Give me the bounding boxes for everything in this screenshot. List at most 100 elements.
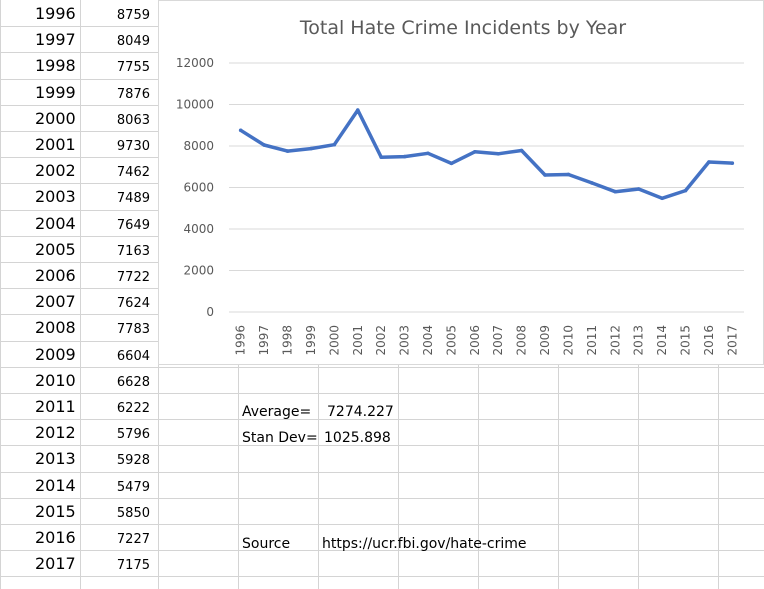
line-chart[interactable]: Total Hate Crime Incidents by Year 0 2000… [158,0,764,365]
x-tick-label: 1996 [234,325,248,356]
data-point[interactable] [566,172,571,177]
x-tick-label: 2017 [725,325,739,356]
year-cell[interactable]: 2004 [35,214,76,233]
value-cell[interactable]: 8063 [117,113,150,128]
value-cell[interactable]: 7649 [117,218,150,233]
year-cell[interactable]: 2010 [35,371,76,390]
x-tick-label: 2013 [632,325,646,356]
value-cell[interactable]: 7722 [117,270,150,285]
source-url-cell[interactable]: https://ucr.fbi.gov/hate-crime [322,536,526,552]
x-tick-label: 1998 [281,325,295,356]
value-cell[interactable]: 5796 [117,427,150,442]
data-point[interactable] [285,149,290,153]
data-point[interactable] [707,160,711,164]
data-point[interactable] [543,173,547,177]
value-cell[interactable]: 7783 [117,322,150,337]
data-point[interactable] [238,128,243,133]
x-tick-label: 2000 [327,325,341,356]
year-cell[interactable]: 2016 [35,528,76,547]
value-cell[interactable]: 5928 [117,453,150,468]
value-cell[interactable]: 7462 [117,165,150,180]
year-cell[interactable]: 2001 [35,135,76,154]
y-tick-label: 8000 [183,139,214,153]
x-tick-label: 2010 [561,325,575,356]
stdev-value-cell[interactable]: 1025.898 [324,430,391,446]
data-point[interactable] [309,146,313,151]
data-point[interactable] [636,187,641,191]
year-cell[interactable]: 2012 [35,423,76,442]
series-line[interactable] [238,108,735,201]
value-cell[interactable]: 7175 [117,558,150,573]
year-cell[interactable]: 2006 [35,266,76,285]
x-tick-label: 2008 [515,325,529,356]
value-cell[interactable]: 6222 [117,401,150,416]
x-tick-label: 1999 [304,325,318,356]
average-label-cell[interactable]: Average= [242,404,311,420]
data-point[interactable] [590,181,594,185]
data-point[interactable] [332,142,337,147]
year-cell[interactable]: 2003 [35,187,76,206]
value-cell[interactable]: 6604 [117,349,150,364]
value-cell[interactable]: 7227 [117,532,150,547]
data-point[interactable] [379,155,383,159]
data-point[interactable] [402,154,407,159]
value-cell[interactable]: 7489 [117,191,150,206]
value-cell[interactable]: 8049 [117,34,150,49]
data-point[interactable] [472,149,477,154]
year-cell[interactable]: 1999 [35,83,76,102]
data-point[interactable] [730,161,735,165]
value-cell[interactable]: 7624 [117,296,150,311]
data-point[interactable] [613,189,618,194]
x-tick-label: 2016 [702,325,716,356]
data-point[interactable] [519,148,524,153]
x-tick-label: 2007 [491,325,505,356]
year-cell[interactable]: 2013 [35,449,76,468]
year-cell[interactable]: 2000 [35,109,76,128]
value-cell[interactable]: 7876 [117,87,150,102]
data-point[interactable] [262,143,266,147]
year-cell[interactable]: 1996 [35,4,76,23]
x-tick-label: 2006 [468,325,482,356]
year-cell[interactable]: 2002 [35,161,76,180]
year-cell[interactable]: 2014 [35,476,76,495]
data-point[interactable] [426,151,430,156]
x-tick-label: 2004 [421,325,435,356]
value-cell[interactable]: 8759 [117,8,150,23]
year-cell[interactable]: 1997 [35,30,76,49]
average-value-cell[interactable]: 7274.227 [327,404,394,420]
y-tick-label: 4000 [183,222,214,236]
x-tick-label: 1997 [257,325,271,356]
y-tick-label: 6000 [183,181,214,195]
year-cell[interactable]: 2011 [35,397,76,416]
y-tick-label: 12000 [176,56,214,70]
x-tick-label: 2005 [444,325,458,356]
year-cell[interactable]: 2005 [35,240,76,259]
data-point[interactable] [660,196,664,201]
chart-title: Total Hate Crime Incidents by Year [299,17,626,39]
x-tick-label: 2015 [678,325,692,356]
x-tick-label: 2009 [538,325,552,356]
data-point[interactable] [355,108,360,112]
value-cell[interactable]: 7755 [117,60,150,75]
value-cell[interactable]: 9730 [117,139,150,154]
y-tick-label: 0 [206,305,214,319]
year-cell[interactable]: 2007 [35,292,76,311]
source-label-cell[interactable]: Source [242,536,290,552]
year-cell[interactable]: 2015 [35,502,76,521]
stdev-label-cell[interactable]: Stan Dev= [242,430,318,446]
data-point[interactable] [496,152,501,156]
value-cell[interactable]: 7163 [117,244,150,259]
value-cell[interactable]: 6628 [117,375,150,390]
year-cell[interactable]: 2009 [35,345,76,364]
chart-plot: Total Hate Crime Incidents by Year 0 2000… [176,17,744,356]
year-cell[interactable]: 1998 [35,56,76,75]
x-tick-label: 2012 [608,325,622,356]
year-cell[interactable]: 2017 [35,554,76,573]
x-tick-label: 2003 [398,325,412,356]
value-cell[interactable]: 5850 [117,506,150,521]
data-point[interactable] [449,161,454,166]
value-cell[interactable]: 5479 [117,480,150,495]
data-point[interactable] [683,188,688,193]
y-tick-label: 10000 [176,98,214,112]
year-cell[interactable]: 2008 [35,318,76,337]
